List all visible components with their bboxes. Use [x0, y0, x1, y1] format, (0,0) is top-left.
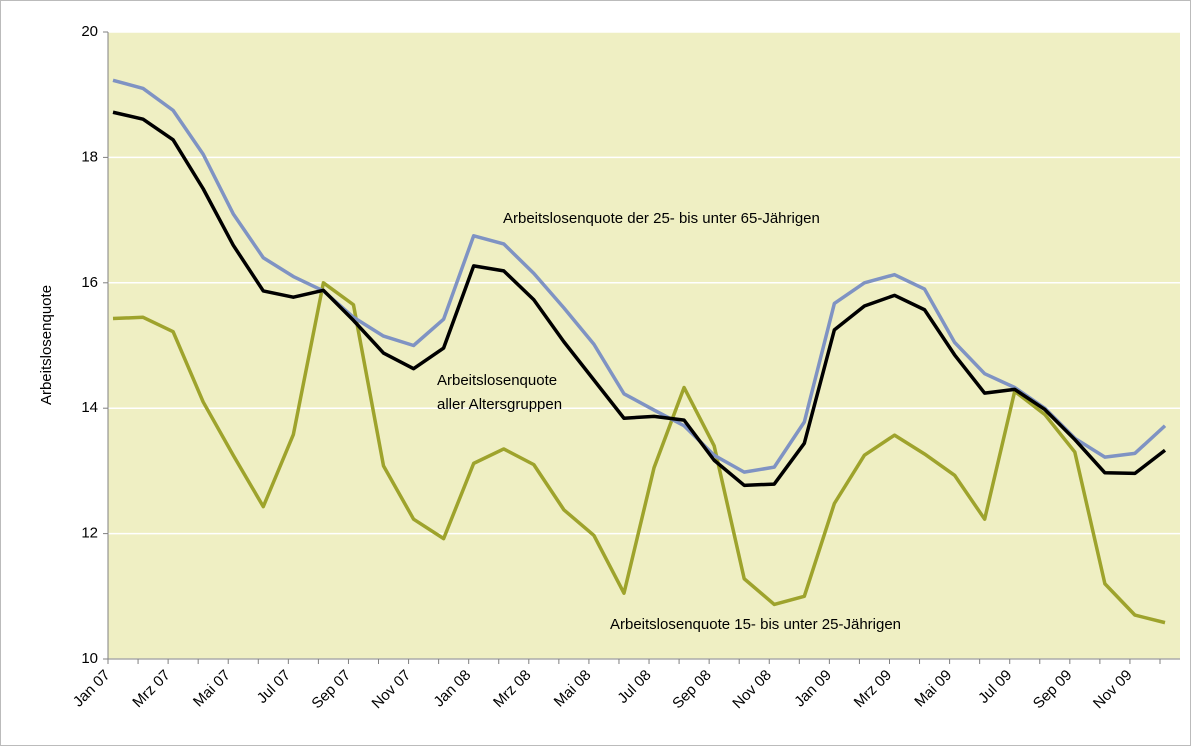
series-line [112, 78, 1167, 474]
series-line [112, 281, 1166, 625]
y-tick-label: 12 [81, 525, 98, 542]
y-axis-label: Arbeitslosenquote [38, 285, 55, 405]
y-tick-label: 14 [81, 399, 98, 416]
y-tick-label: 10 [81, 650, 98, 667]
annotation: Arbeitslosenquote [437, 372, 557, 389]
annotation: Arbeitslosenquote 15- bis unter 25-Jähri… [610, 616, 901, 633]
y-tick-label: 16 [81, 274, 98, 291]
y-tick-label: 18 [81, 148, 98, 165]
plot-area [108, 32, 1180, 659]
annotation: aller Altersgruppen [437, 396, 562, 413]
y-tick-label: 20 [81, 23, 98, 40]
annotation: Arbeitslosenquote der 25- bis unter 65-J… [503, 210, 820, 227]
series-line [112, 110, 1167, 488]
